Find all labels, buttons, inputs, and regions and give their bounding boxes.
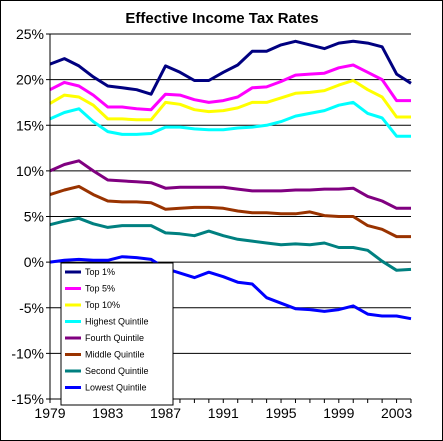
legend-label-top-5: Top 5%	[85, 284, 115, 294]
axes: -15% -10% -5% 0% 5% 10% 15% 20% 25% 1979 1983 1987 1…	[11, 26, 412, 421]
legend-label-second-quintile: Second Quintile	[85, 366, 149, 376]
x-tick-label: 1991	[208, 405, 239, 421]
legend-label-highest-quintile: Highest Quintile	[85, 317, 149, 327]
y-tick-label: 0%	[24, 254, 44, 270]
series-line-highest-quintile	[49, 100, 411, 138]
legend: Top 1% Top 5% Top 10% Highest Quintile Fourt…	[60, 262, 174, 406]
series-lines	[49, 39, 412, 321]
series-line-top-10	[49, 79, 411, 122]
y-tick-label: 5%	[24, 209, 44, 225]
series-line-second-quintile	[49, 216, 412, 272]
legend-label-top-1: Top 1%	[85, 267, 115, 277]
x-tick-label: 1999	[323, 405, 354, 421]
series-line-lowest-quintile	[49, 255, 412, 321]
y-tick-label: 15%	[16, 117, 44, 133]
x-tick-label: 2003	[381, 405, 412, 421]
x-tick-label: 1983	[92, 405, 123, 421]
x-tick-label: 1979	[34, 405, 65, 421]
x-tick-label: 1987	[150, 405, 181, 421]
legend-label-middle-quintile: Middle Quintile	[85, 350, 145, 360]
y-tick-label: 20%	[16, 72, 44, 88]
y-tick-label: 10%	[16, 163, 44, 179]
series-line-fourth-quintile	[49, 159, 411, 210]
legend-box	[60, 262, 174, 406]
series-line-top-5	[49, 63, 411, 112]
legend-label-top-10: Top 10%	[85, 300, 120, 310]
y-tick-label: -15%	[11, 391, 44, 407]
legend-label-lowest-quintile: Lowest Quintile	[85, 383, 147, 393]
x-tick-label: 1995	[265, 405, 296, 421]
y-tick-label: -10%	[11, 345, 44, 361]
series-line-top-1	[49, 39, 412, 96]
series-line-middle-quintile	[49, 184, 411, 239]
legend-label-fourth-quintile: Fourth Quintile	[85, 333, 144, 343]
chart-title: Effective Income Tax Rates	[125, 10, 318, 27]
y-tick-label: 25%	[16, 26, 44, 42]
y-tick-label: -5%	[19, 300, 44, 316]
